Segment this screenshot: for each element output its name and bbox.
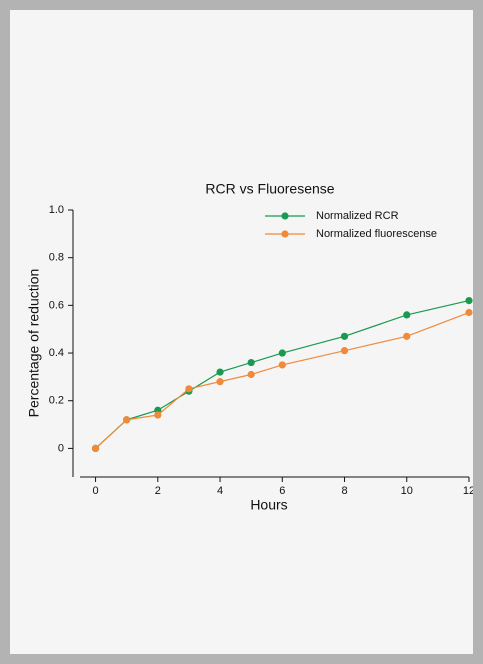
data-point — [403, 332, 411, 340]
y-tick-label: 0.6 — [49, 299, 64, 311]
data-point — [340, 347, 349, 355]
data-point — [465, 296, 473, 305]
chart: RCR vs Fluoresense Hours Percentage of r… — [10, 10, 473, 654]
data-point — [216, 368, 224, 376]
y-tick-label: 1.0 — [49, 204, 64, 216]
data-point — [91, 444, 100, 452]
x-axis-label: Hours — [250, 497, 287, 513]
x-tick-label: 12 — [463, 485, 473, 497]
data-point — [403, 311, 411, 319]
legend-marker — [281, 230, 289, 238]
x-tick-label: 2 — [155, 485, 161, 497]
series-line — [95, 311, 470, 449]
y-axis-label: Percentage of reduction — [26, 269, 42, 418]
x-tick-label: 4 — [217, 485, 223, 497]
legend-marker — [281, 212, 289, 220]
y-tick-label: 0.4 — [49, 347, 64, 359]
y-tick-label: 0 — [58, 442, 64, 454]
data-point — [278, 361, 286, 369]
data-point — [185, 385, 193, 393]
data-point — [278, 349, 286, 357]
data-point — [247, 370, 255, 379]
x-tick-label: 8 — [341, 485, 347, 497]
y-tick-label: 0.2 — [49, 395, 64, 407]
x-tick-label: 6 — [279, 485, 285, 497]
data-point — [216, 378, 224, 386]
chart-title: RCR vs Fluoresense — [205, 181, 334, 197]
legend-label: Normalized fluorescense — [316, 228, 437, 240]
data-point — [123, 416, 131, 424]
x-tick-label: 10 — [401, 485, 413, 497]
series-line — [95, 300, 470, 449]
data-point — [465, 308, 473, 317]
x-tick-label: 0 — [92, 485, 98, 497]
data-point — [154, 411, 162, 419]
legend-label: Normalized RCR — [316, 210, 399, 222]
data-point — [340, 332, 349, 340]
data-point — [247, 358, 255, 367]
y-tick-label: 0.8 — [49, 252, 64, 264]
